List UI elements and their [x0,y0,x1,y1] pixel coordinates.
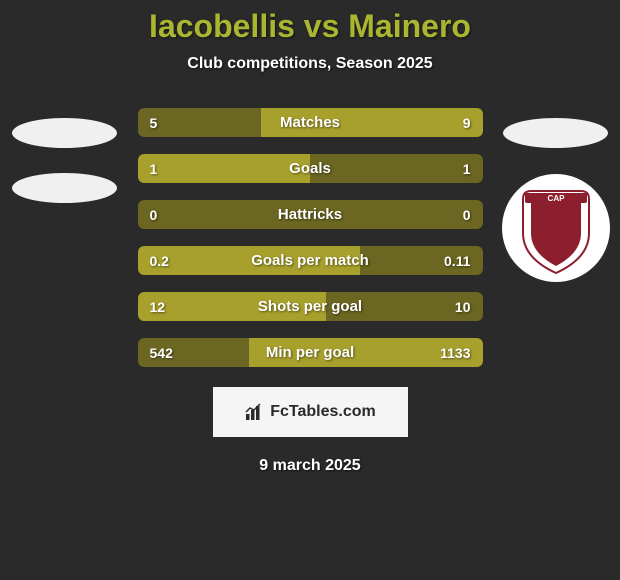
bar-label: Goals per match [251,252,369,269]
stat-bar: 12 Shots per goal 10 [138,292,483,321]
comparison-infographic: Iacobellis vs Mainero Club competitions,… [0,0,620,580]
stat-bar: 542 Min per goal 1133 [138,338,483,367]
page-title: Iacobellis vs Mainero [149,8,471,45]
player-badge-oval [12,118,117,148]
date-text: 9 march 2025 [259,457,360,475]
right-badge-column: CAP [501,108,611,283]
bar-fill-left [138,154,311,183]
bar-value-right: 1 [463,161,471,177]
stats-area: 5Matches91Goals10Hattricks00.2Goals per … [0,108,620,367]
bar-label: Goals [289,160,331,177]
stat-bar: 0.2 Goals per match 0.11 [138,246,483,275]
bar-value-left: 542 [150,345,173,361]
bar-value-right: 10 [455,299,471,315]
bar-label: Hattricks [278,206,342,223]
team-badge-oval [12,173,117,203]
watermark: FcTables.com [213,387,408,437]
stat-bar: 0 Hattricks 0 [138,200,483,229]
bar-value-left: 0 [150,207,158,223]
stat-bars: 5Matches91Goals10Hattricks00.2Goals per … [138,108,483,367]
player-badge-oval [503,118,608,148]
bar-value-left: 5 [150,115,158,131]
bar-value-left: 12 [150,299,166,315]
bar-label: Matches [280,114,340,131]
bar-value-left: 1 [150,161,158,177]
bar-value-right: 0 [463,207,471,223]
bar-label: Shots per goal [258,298,362,315]
bar-value-right: 0.11 [444,253,470,269]
svg-text:CAP: CAP [547,194,565,203]
bar-value-left: 0.2 [150,253,169,269]
stat-bar: 1 Goals 1 [138,154,483,183]
team-shield-icon: CAP [501,173,611,283]
left-badge-column [10,108,120,203]
stat-bar: 5 Matches 9 [138,108,483,137]
bar-value-right: 9 [463,115,471,131]
bar-value-right: 1133 [440,345,470,361]
chart-icon [244,402,264,422]
watermark-text: FcTables.com [270,403,376,421]
page-subtitle: Club competitions, Season 2025 [187,55,432,73]
bar-label: Min per goal [266,344,354,361]
